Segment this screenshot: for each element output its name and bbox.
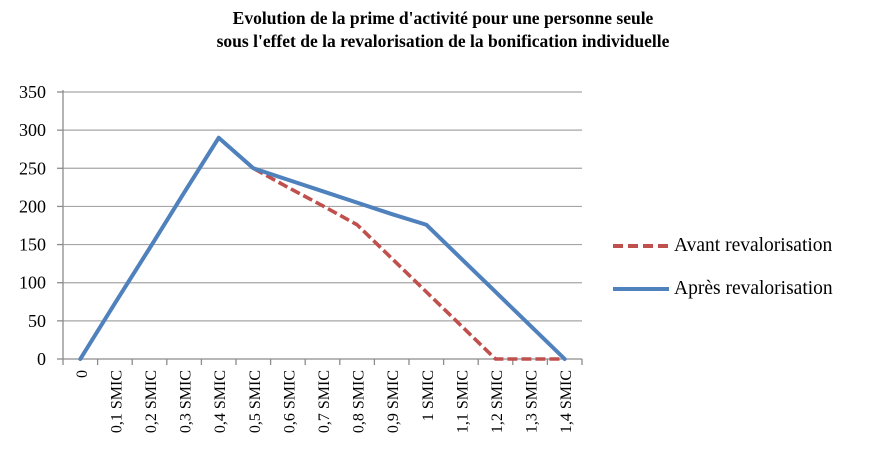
x-axis-tick-label: 0,9 SMIC: [385, 370, 402, 433]
x-axis-tick-label: 0,5 SMIC: [247, 370, 264, 433]
y-axis-tick-label: 50: [28, 311, 46, 331]
legend-label-apres: Après revalorisation: [674, 277, 833, 299]
legend-item-apres: Après revalorisation: [612, 267, 886, 310]
y-axis-tick-label: 100: [19, 273, 46, 293]
y-axis-tick-label: 150: [19, 235, 46, 255]
y-axis-tick-label: 200: [19, 196, 46, 216]
x-axis-tick-label: 0,6 SMIC: [281, 370, 298, 433]
chart-title: Evolution de la prime d'activité pour un…: [0, 7, 886, 53]
x-axis-tick-label: 0,1 SMIC: [108, 370, 125, 433]
x-axis-tick-label: 0,3 SMIC: [178, 370, 195, 433]
chart-title-line2: sous l'effet de la revalorisation de la …: [216, 31, 670, 51]
x-axis-tick-label: 0: [74, 370, 91, 378]
x-axis-tick-label: 0,4 SMIC: [212, 370, 229, 433]
x-axis-tick-label: 1 SMIC: [420, 370, 437, 421]
legend-sample-dashed-line: [613, 243, 669, 248]
legend: Avant revalorisation Après revalorisatio…: [612, 224, 886, 310]
legend-label-avant: Avant revalorisation: [674, 234, 833, 256]
legend-item-avant: Avant revalorisation: [612, 224, 886, 267]
x-axis-tick-label: 1,2 SMIC: [489, 370, 506, 433]
y-axis-tick-label: 350: [19, 82, 46, 102]
series-line-avant: [78, 135, 565, 361]
x-axis-tick-label: 0,7 SMIC: [316, 370, 333, 433]
x-axis-tick-label: 1,4 SMIC: [558, 370, 575, 433]
y-axis-tick-label: 250: [19, 158, 46, 178]
chart-title-line1: Evolution de la prime d'activité pour un…: [232, 8, 654, 28]
y-axis-tick-label: 300: [19, 120, 46, 140]
x-axis-tick-label: 0,8 SMIC: [351, 370, 368, 433]
legend-sample-solid-line: [613, 286, 669, 291]
x-axis-tick-label: 1,3 SMIC: [524, 370, 541, 433]
x-axis-tick-label: 1,1 SMIC: [454, 370, 471, 433]
x-axis-tick-label: 0,2 SMIC: [143, 370, 160, 433]
series-line-apres: [78, 135, 567, 361]
y-axis-tick-label: 0: [37, 349, 46, 369]
